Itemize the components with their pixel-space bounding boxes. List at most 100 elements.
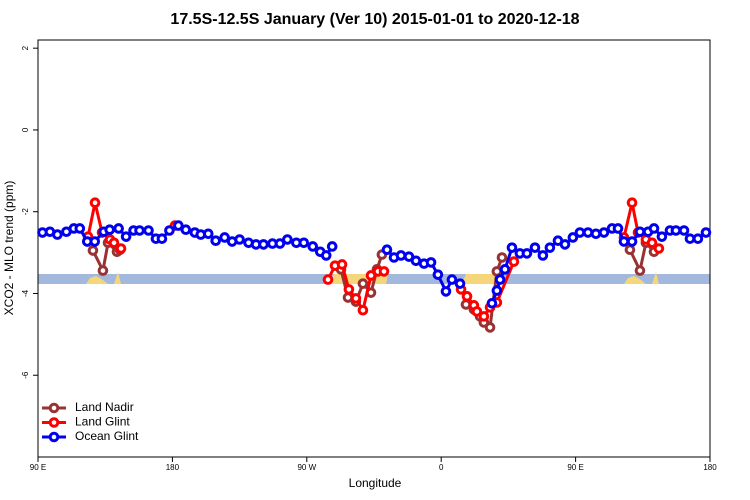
point (74, 223, 86, 234)
point (164, 225, 175, 236)
x-tick-label: 0 (439, 463, 444, 472)
point (234, 234, 245, 245)
y-tick-label: 2 (21, 45, 30, 50)
point (626, 236, 638, 247)
point (326, 241, 338, 252)
point (486, 297, 498, 309)
legend-label: Ocean Glint (75, 429, 139, 443)
legend-marker (48, 431, 60, 443)
point (322, 274, 334, 285)
land-patch (462, 274, 500, 284)
point (471, 306, 483, 317)
point (496, 252, 508, 263)
point (460, 299, 472, 310)
legend-label: Land Nadir (75, 400, 134, 414)
y-axis-label: XCO2 - MLO trend (ppm) (2, 181, 16, 316)
x-tick-label: 90 W (297, 463, 316, 472)
point (484, 322, 496, 333)
point (529, 242, 541, 253)
point (478, 311, 490, 322)
point (634, 265, 646, 276)
point (544, 242, 556, 253)
point (378, 266, 390, 277)
point (89, 236, 101, 247)
point (598, 227, 610, 238)
point (282, 234, 293, 245)
point (104, 224, 115, 235)
point (670, 225, 682, 236)
point (115, 243, 127, 254)
point (357, 304, 369, 316)
point (336, 259, 348, 270)
plot-frame (37, 39, 711, 458)
point (342, 292, 354, 303)
legend-marker (48, 402, 60, 414)
point (646, 237, 658, 249)
point (656, 231, 668, 242)
point (219, 232, 230, 243)
point (612, 223, 624, 234)
point (624, 244, 636, 256)
point (108, 237, 120, 249)
point (120, 231, 132, 242)
point (113, 223, 124, 234)
land-patch (624, 272, 659, 284)
point (446, 274, 458, 285)
point (618, 236, 630, 247)
point (381, 244, 393, 256)
point (678, 225, 690, 236)
point (173, 220, 184, 231)
point (89, 197, 101, 209)
point (395, 250, 407, 261)
point (499, 264, 511, 275)
point (506, 242, 518, 253)
legend-marker (48, 417, 60, 428)
point (692, 233, 704, 244)
point (343, 284, 355, 295)
point (521, 248, 533, 259)
point (202, 228, 214, 240)
point (97, 265, 109, 276)
point (537, 250, 549, 261)
point (491, 285, 503, 296)
point (590, 228, 602, 240)
y-tick-label: -2 (21, 208, 30, 216)
point (700, 227, 712, 238)
point (461, 291, 473, 302)
point (143, 225, 154, 236)
chart-title: 17.5S-12.5S January (Ver 10) 2015-01-01 … (170, 11, 579, 28)
point (52, 229, 63, 240)
point (180, 224, 192, 235)
land-patch (86, 272, 121, 284)
x-axis-label: Longitude (349, 476, 402, 490)
point (508, 256, 520, 267)
point (350, 293, 362, 304)
x-tick-label: 90 E (567, 463, 583, 472)
y-tick-label: -6 (21, 371, 30, 379)
point (87, 245, 99, 256)
series-line (86, 202, 660, 319)
point (410, 255, 422, 267)
point (357, 278, 369, 289)
y-tick-label: 0 (21, 127, 30, 132)
y-tick-label: -4 (21, 289, 30, 297)
legend-label: Land Glint (75, 415, 130, 429)
point (298, 237, 310, 249)
point (307, 241, 319, 252)
point (156, 233, 168, 244)
point (574, 227, 586, 238)
x-tick-label: 180 (703, 463, 717, 472)
point (648, 223, 660, 234)
point (567, 232, 579, 243)
point (634, 226, 646, 238)
series-line (91, 239, 656, 331)
point (134, 225, 145, 236)
point (653, 243, 665, 254)
point (440, 286, 452, 297)
point (432, 269, 444, 280)
point (454, 278, 466, 289)
point (559, 239, 571, 250)
point (274, 238, 286, 249)
